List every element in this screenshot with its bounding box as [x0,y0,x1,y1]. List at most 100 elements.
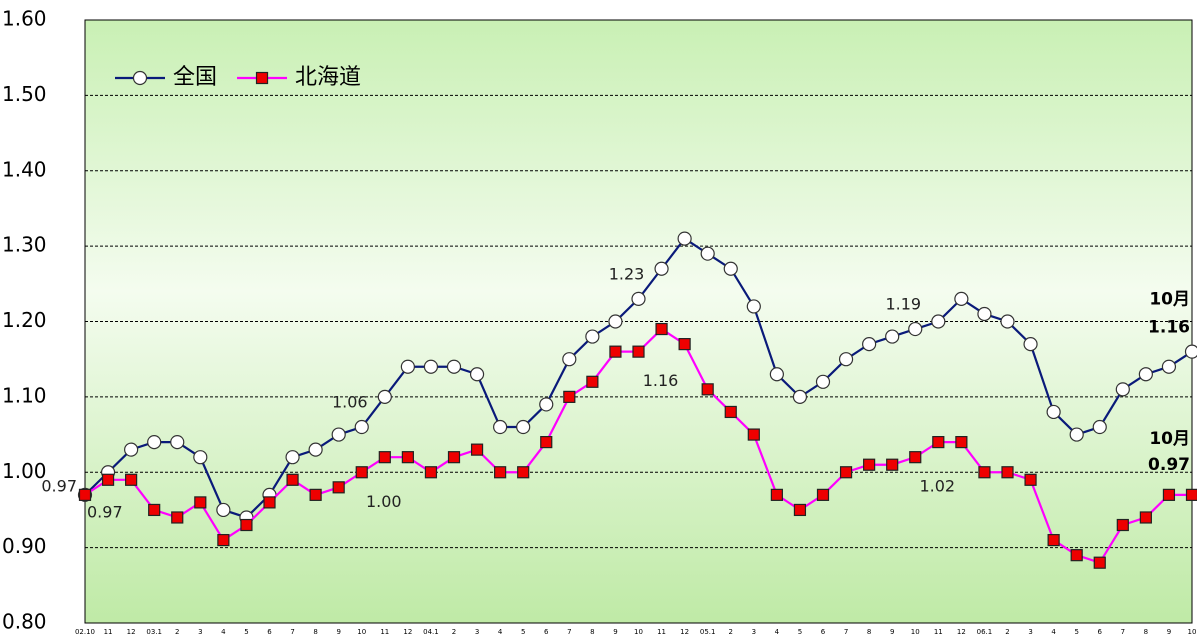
marker [170,435,185,450]
x-tick-label: 6 [821,628,826,636]
marker [355,466,368,479]
x-tick-label: 12 [127,628,136,636]
x-tick-label: 11 [380,628,389,636]
marker [632,345,645,358]
y-tick-label: 1.30 [2,233,47,257]
value-label: 0.97 [87,502,123,521]
marker [125,473,138,486]
marker [1070,549,1083,562]
x-tick-label: 2 [1005,628,1009,636]
x-tick-label: 10 [357,628,366,636]
y-tick-label: 1.00 [2,459,47,483]
x-tick-label: 5 [521,628,525,636]
x-tick-label: 12 [680,628,689,636]
marker [286,473,299,486]
x-tick-label: 8 [590,628,594,636]
x-tick-label: 7 [290,628,294,636]
marker [309,488,322,501]
x-tick-label: 06.1 [977,628,993,636]
marker [1162,488,1176,501]
x-tick-label: 7 [567,628,571,636]
marker [1000,314,1015,329]
marker [931,314,946,329]
x-tick-label: 6 [544,628,549,636]
marker [908,321,923,337]
marker [308,442,323,457]
marker [354,419,369,435]
value-label: 1.23 [609,264,645,283]
x-tick-label: 3 [475,628,479,636]
x-tick-label: 05.1 [700,628,716,636]
x-tick-label: 11 [104,628,113,636]
marker [586,375,599,388]
value-label: 1.02 [919,477,955,496]
marker [654,261,669,276]
marker [700,246,715,261]
marker [493,419,508,435]
marker [446,359,462,374]
value-label: 1.06 [332,393,368,412]
marker [609,345,622,358]
x-tick-label: 7 [844,628,848,636]
x-tick-label: 9 [1167,628,1171,636]
x-tick-label: 04.1 [423,628,439,636]
x-tick-label: 10 [634,628,643,636]
marker [608,314,623,329]
marker [862,337,877,352]
value-label: 0.97 [41,476,77,495]
x-tick-label: 3 [752,628,756,636]
x-tick-label: 3 [198,628,202,636]
marker [677,231,692,246]
x-tick-label: 12 [403,628,412,636]
x-tick-label: 03.1 [146,628,162,636]
marker [193,450,208,465]
marker [377,389,392,404]
marker [885,329,900,344]
marker [216,502,231,518]
marker [331,427,346,442]
marker [148,503,161,517]
x-tick-label: 3 [1028,628,1032,636]
x-tick-label: 2 [452,628,456,636]
value-label: 1.19 [885,295,921,314]
marker [1185,488,1197,501]
x-tick-label: 2 [729,628,733,636]
legend-marker [132,70,148,86]
marker [1069,427,1084,442]
y-tick-label: 1.10 [2,383,47,407]
marker [517,466,530,479]
value-label: 1.00 [366,492,402,511]
marker [470,443,484,456]
value-label: 1.16 [1148,318,1190,338]
marker [171,511,184,524]
marker [423,359,439,374]
value-label: 1.16 [643,371,679,390]
marker [147,435,162,450]
marker [447,451,461,464]
marker [746,299,761,314]
marker [769,367,784,382]
marker [1023,337,1038,352]
marker [1092,419,1107,435]
annotation: 10月 [1149,429,1190,449]
x-tick-label: 4 [221,628,226,636]
marker [540,436,553,449]
marker [815,374,831,389]
marker [977,306,992,322]
marker [1138,367,1153,382]
marker [863,458,876,471]
x-tick-label: 4 [775,628,780,636]
marker [770,488,783,501]
x-tick-label: 6 [1098,628,1103,636]
marker [263,496,276,509]
marker [516,419,531,435]
marker [1116,518,1129,532]
x-tick-label: 12 [957,628,966,636]
x-tick-label: 7 [1121,628,1125,636]
marker [792,389,808,404]
marker [401,451,414,464]
annotation: 10月 [1149,290,1190,310]
marker [400,359,415,374]
y-tick-label: 1.40 [2,157,47,181]
